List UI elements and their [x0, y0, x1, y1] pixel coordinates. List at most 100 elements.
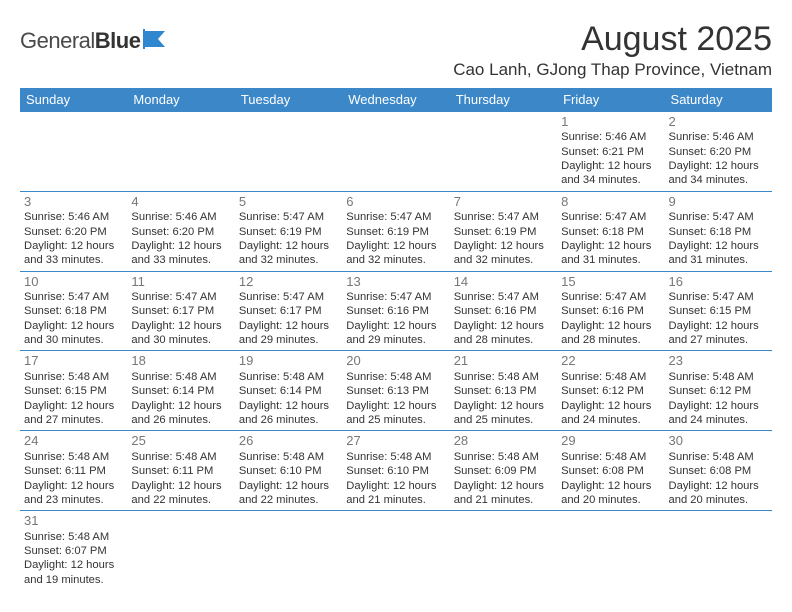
empty-cell: [235, 112, 342, 191]
day-cell-30: 30Sunrise: 5:48 AMSunset: 6:08 PMDayligh…: [665, 431, 772, 511]
empty-cell: [450, 112, 557, 191]
daylight-line: Daylight: 12 hours and 21 minutes.: [346, 479, 445, 508]
day-cell-9: 9Sunrise: 5:47 AMSunset: 6:18 PMDaylight…: [665, 191, 772, 271]
day-number: 20: [346, 353, 445, 369]
sunrise-line: Sunrise: 5:46 AM: [669, 130, 768, 144]
day-cell-28: 28Sunrise: 5:48 AMSunset: 6:09 PMDayligh…: [450, 431, 557, 511]
daylight-line: Daylight: 12 hours and 24 minutes.: [561, 399, 660, 428]
daylight-line: Daylight: 12 hours and 20 minutes.: [669, 479, 768, 508]
dayname-sunday: Sunday: [20, 88, 127, 112]
daylight-line: Daylight: 12 hours and 27 minutes.: [24, 399, 123, 428]
day-number: 21: [454, 353, 553, 369]
day-number: 6: [346, 194, 445, 210]
day-cell-19: 19Sunrise: 5:48 AMSunset: 6:14 PMDayligh…: [235, 351, 342, 431]
day-number: 3: [24, 194, 123, 210]
day-number: 25: [131, 433, 230, 449]
logo-part2: Blue: [95, 28, 141, 53]
title-block: August 2025 Cao Lanh, GJong Thap Provinc…: [453, 22, 772, 80]
dayname-friday: Friday: [557, 88, 664, 112]
calendar-row: 1Sunrise: 5:46 AMSunset: 6:21 PMDaylight…: [20, 112, 772, 191]
empty-cell: [450, 511, 557, 590]
daylight-line: Daylight: 12 hours and 30 minutes.: [24, 319, 123, 348]
sunrise-line: Sunrise: 5:47 AM: [561, 290, 660, 304]
sunrise-line: Sunrise: 5:48 AM: [346, 450, 445, 464]
empty-cell: [127, 511, 234, 590]
day-number: 27: [346, 433, 445, 449]
empty-cell: [557, 511, 664, 590]
day-cell-23: 23Sunrise: 5:48 AMSunset: 6:12 PMDayligh…: [665, 351, 772, 431]
empty-cell: [665, 511, 772, 590]
sunrise-line: Sunrise: 5:48 AM: [669, 370, 768, 384]
sunrise-line: Sunrise: 5:47 AM: [239, 290, 338, 304]
sunrise-line: Sunrise: 5:47 AM: [131, 290, 230, 304]
sunrise-line: Sunrise: 5:47 AM: [24, 290, 123, 304]
day-number: 9: [669, 194, 768, 210]
day-number: 19: [239, 353, 338, 369]
sunrise-line: Sunrise: 5:47 AM: [669, 210, 768, 224]
calendar-row: 24Sunrise: 5:48 AMSunset: 6:11 PMDayligh…: [20, 431, 772, 511]
day-cell-11: 11Sunrise: 5:47 AMSunset: 6:17 PMDayligh…: [127, 271, 234, 351]
day-cell-13: 13Sunrise: 5:47 AMSunset: 6:16 PMDayligh…: [342, 271, 449, 351]
sunset-line: Sunset: 6:14 PM: [131, 384, 230, 398]
daylight-line: Daylight: 12 hours and 31 minutes.: [561, 239, 660, 268]
day-number: 31: [24, 513, 123, 529]
day-cell-29: 29Sunrise: 5:48 AMSunset: 6:08 PMDayligh…: [557, 431, 664, 511]
day-cell-1: 1Sunrise: 5:46 AMSunset: 6:21 PMDaylight…: [557, 112, 664, 191]
calendar-row: 10Sunrise: 5:47 AMSunset: 6:18 PMDayligh…: [20, 271, 772, 351]
sunset-line: Sunset: 6:16 PM: [346, 304, 445, 318]
daylight-line: Daylight: 12 hours and 33 minutes.: [24, 239, 123, 268]
sunset-line: Sunset: 6:12 PM: [669, 384, 768, 398]
sunset-line: Sunset: 6:19 PM: [239, 225, 338, 239]
daylight-line: Daylight: 12 hours and 22 minutes.: [131, 479, 230, 508]
empty-cell: [20, 112, 127, 191]
sunset-line: Sunset: 6:21 PM: [561, 145, 660, 159]
daylight-line: Daylight: 12 hours and 25 minutes.: [346, 399, 445, 428]
daylight-line: Daylight: 12 hours and 21 minutes.: [454, 479, 553, 508]
calendar-table: SundayMondayTuesdayWednesdayThursdayFrid…: [20, 88, 772, 590]
sunrise-line: Sunrise: 5:47 AM: [454, 210, 553, 224]
sunset-line: Sunset: 6:20 PM: [131, 225, 230, 239]
day-cell-22: 22Sunrise: 5:48 AMSunset: 6:12 PMDayligh…: [557, 351, 664, 431]
day-cell-10: 10Sunrise: 5:47 AMSunset: 6:18 PMDayligh…: [20, 271, 127, 351]
day-number: 2: [669, 114, 768, 130]
day-cell-16: 16Sunrise: 5:47 AMSunset: 6:15 PMDayligh…: [665, 271, 772, 351]
day-cell-31: 31Sunrise: 5:48 AMSunset: 6:07 PMDayligh…: [20, 511, 127, 590]
day-cell-14: 14Sunrise: 5:47 AMSunset: 6:16 PMDayligh…: [450, 271, 557, 351]
day-number: 14: [454, 274, 553, 290]
daylight-line: Daylight: 12 hours and 34 minutes.: [561, 159, 660, 188]
sunrise-line: Sunrise: 5:48 AM: [561, 450, 660, 464]
sunset-line: Sunset: 6:13 PM: [346, 384, 445, 398]
day-number: 13: [346, 274, 445, 290]
day-cell-6: 6Sunrise: 5:47 AMSunset: 6:19 PMDaylight…: [342, 191, 449, 271]
daylight-line: Daylight: 12 hours and 28 minutes.: [561, 319, 660, 348]
daylight-line: Daylight: 12 hours and 29 minutes.: [239, 319, 338, 348]
sunrise-line: Sunrise: 5:48 AM: [239, 370, 338, 384]
sunset-line: Sunset: 6:09 PM: [454, 464, 553, 478]
sunset-line: Sunset: 6:11 PM: [131, 464, 230, 478]
day-cell-5: 5Sunrise: 5:47 AMSunset: 6:19 PMDaylight…: [235, 191, 342, 271]
dayname-saturday: Saturday: [665, 88, 772, 112]
day-number: 7: [454, 194, 553, 210]
daylight-line: Daylight: 12 hours and 32 minutes.: [239, 239, 338, 268]
day-cell-8: 8Sunrise: 5:47 AMSunset: 6:18 PMDaylight…: [557, 191, 664, 271]
sunset-line: Sunset: 6:15 PM: [669, 304, 768, 318]
day-number: 4: [131, 194, 230, 210]
dayname-tuesday: Tuesday: [235, 88, 342, 112]
day-cell-24: 24Sunrise: 5:48 AMSunset: 6:11 PMDayligh…: [20, 431, 127, 511]
day-cell-17: 17Sunrise: 5:48 AMSunset: 6:15 PMDayligh…: [20, 351, 127, 431]
sunset-line: Sunset: 6:18 PM: [24, 304, 123, 318]
location: Cao Lanh, GJong Thap Province, Vietnam: [453, 60, 772, 80]
day-number: 23: [669, 353, 768, 369]
day-number: 26: [239, 433, 338, 449]
empty-cell: [342, 112, 449, 191]
day-cell-21: 21Sunrise: 5:48 AMSunset: 6:13 PMDayligh…: [450, 351, 557, 431]
sunset-line: Sunset: 6:18 PM: [669, 225, 768, 239]
sunrise-line: Sunrise: 5:46 AM: [561, 130, 660, 144]
daylight-line: Daylight: 12 hours and 31 minutes.: [669, 239, 768, 268]
sunrise-line: Sunrise: 5:48 AM: [454, 450, 553, 464]
day-cell-18: 18Sunrise: 5:48 AMSunset: 6:14 PMDayligh…: [127, 351, 234, 431]
sunrise-line: Sunrise: 5:48 AM: [131, 370, 230, 384]
daylight-line: Daylight: 12 hours and 34 minutes.: [669, 159, 768, 188]
sunset-line: Sunset: 6:15 PM: [24, 384, 123, 398]
day-cell-2: 2Sunrise: 5:46 AMSunset: 6:20 PMDaylight…: [665, 112, 772, 191]
